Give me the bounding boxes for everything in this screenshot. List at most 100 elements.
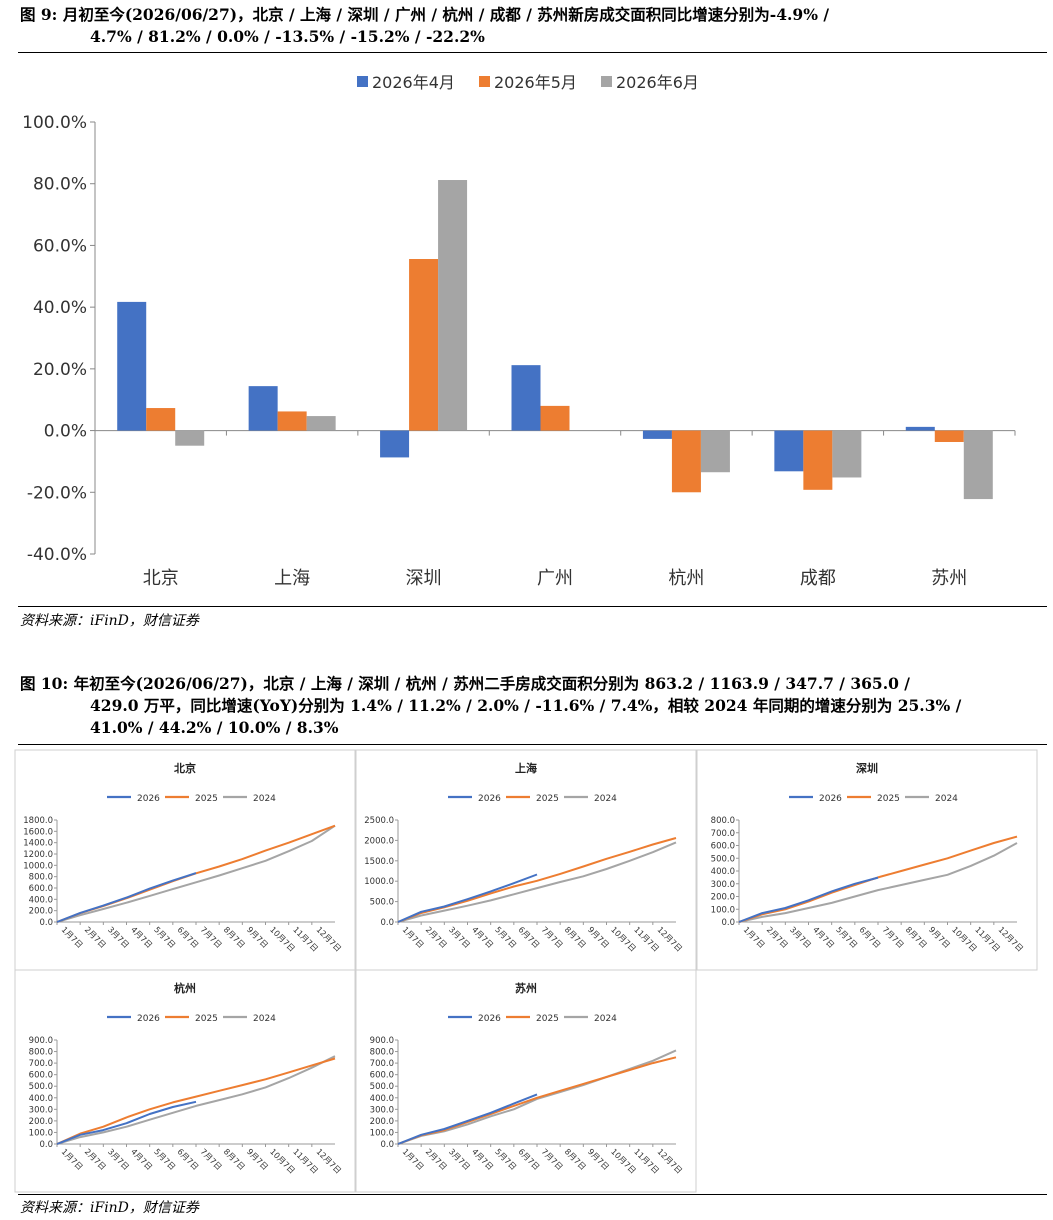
legend-label: 2026 xyxy=(137,794,160,804)
x-category-label: 北京 xyxy=(143,568,179,589)
figure10-caption-line1: 年初至今(2026/06/27)，北京 / 上海 / 深圳 / 杭州 / 苏州二… xyxy=(73,674,910,693)
panel-frame xyxy=(14,969,356,1193)
y-tick-label: 300.0 xyxy=(711,880,735,890)
legend-label: 2026年4月 xyxy=(372,73,455,92)
figure9-source: 资料来源：iFinD，财信证券 xyxy=(20,613,199,629)
y-tick-label: 800.0 xyxy=(29,873,53,883)
y-tick-label: 0.0 xyxy=(380,918,394,928)
bar-2026年4月 xyxy=(905,426,935,431)
y-tick-label: 1000.0 xyxy=(23,861,53,871)
y-tick-label: 100.0% xyxy=(22,113,87,133)
y-tick-label: 300.0 xyxy=(370,1105,394,1115)
panel-title: 上海 xyxy=(515,761,537,775)
x-category-label: 成都 xyxy=(800,568,836,589)
x-category-label: 上海 xyxy=(274,568,310,589)
bar-2026年6月 xyxy=(306,416,336,431)
y-tick-label: 600.0 xyxy=(711,842,735,852)
series-line-2026 xyxy=(56,1100,197,1145)
y-tick-label: 80.0% xyxy=(33,175,87,195)
legend-label: 2024 xyxy=(594,1014,617,1024)
y-tick-label: 800.0 xyxy=(29,1048,53,1058)
legend-label: 2025 xyxy=(877,794,900,804)
x-category-label: 苏州 xyxy=(931,568,967,589)
y-tick-label: 500.0 xyxy=(370,898,394,908)
y-tick-label: 1800.0 xyxy=(23,816,53,826)
bar-2026年6月 xyxy=(700,430,730,473)
panel-title: 北京 xyxy=(174,761,196,775)
figure10-caption-line2: 429.0 万平，同比增速(YoY)分别为 1.4% / 11.2% / 2.0… xyxy=(90,696,962,715)
legend-label: 2024 xyxy=(935,794,958,804)
y-tick-label: 500.0 xyxy=(711,854,735,864)
bar-2026年6月 xyxy=(438,180,468,431)
panel-title: 杭州 xyxy=(174,981,196,995)
y-tick-label: 60.0% xyxy=(33,236,87,256)
bar-2026年4月 xyxy=(511,365,541,431)
y-tick-label: 500.0 xyxy=(29,1082,53,1092)
y-tick-label: 100.0 xyxy=(711,905,735,915)
bar-2026年4月 xyxy=(774,430,804,472)
figure9-bar-chart: -40.0% -20.0% 0.0% 20.0% 40.0% 60.0% 80.0% 100.… xyxy=(22,73,1016,589)
series-line-2026 xyxy=(397,1093,538,1145)
y-tick-label: 1200.0 xyxy=(23,850,53,860)
y-tick-label: 0.0% xyxy=(44,422,87,442)
bar-2026年4月 xyxy=(248,386,278,431)
figure10-caption-line3: 41.0% / 44.2% / 10.0% / 8.3% xyxy=(90,718,339,737)
y-tick-label: 400.0 xyxy=(29,895,53,905)
y-tick-label: 700.0 xyxy=(370,1059,394,1069)
figure9-top-rule xyxy=(18,52,1047,53)
x-category-label: 深圳 xyxy=(406,568,442,589)
figure9-caption-line1: 月初至今(2026/06/27)，北京 / 上海 / 深圳 / 广州 / 杭州 … xyxy=(62,5,829,24)
series-line-2024 xyxy=(397,841,677,923)
figure9-caption: 图 9: 月初至今(2026/06/27)，北京 / 上海 / 深圳 / 广州 … xyxy=(20,4,1035,48)
y-tick-label: -20.0% xyxy=(27,483,87,503)
legend-swatch xyxy=(479,76,490,87)
y-tick-label: 2000.0 xyxy=(364,836,394,846)
y-tick-label: 200.0 xyxy=(29,907,53,917)
legend-label: 2025 xyxy=(195,794,218,804)
bar-2026年6月 xyxy=(963,430,993,500)
line-panel-上海: 上海 2026 2025 2024 0.0 500.0 1000.0 1500.0 2000.0… xyxy=(355,749,697,971)
bar-2026年5月 xyxy=(934,430,964,442)
figure10-source: 资料来源：iFinD，财信证券 xyxy=(20,1200,199,1216)
legend-label: 2024 xyxy=(594,794,617,804)
y-tick-label: 600.0 xyxy=(29,1071,53,1081)
series-line-2025 xyxy=(397,1056,677,1145)
bar-2026年6月 xyxy=(832,430,862,478)
y-tick-label: 700.0 xyxy=(29,1059,53,1069)
y-tick-label: 300.0 xyxy=(29,1105,53,1115)
x-category-label: 广州 xyxy=(537,568,573,589)
panel-frame xyxy=(355,969,697,1193)
y-tick-label: 1600.0 xyxy=(23,827,53,837)
y-tick-label: 900.0 xyxy=(29,1036,53,1046)
series-line-2025 xyxy=(738,835,1018,923)
y-tick-label: 40.0% xyxy=(33,298,87,318)
y-tick-label: 700.0 xyxy=(711,829,735,839)
y-tick-label: 0.0 xyxy=(39,918,53,928)
series-line-2024 xyxy=(738,842,1018,923)
legend-label: 2026 xyxy=(137,1014,160,1024)
series-line-2024 xyxy=(56,824,336,923)
legend-swatch xyxy=(601,76,612,87)
legend-label: 2025 xyxy=(536,794,559,804)
y-tick-label: 600.0 xyxy=(29,884,53,894)
bar-2026年4月 xyxy=(642,430,672,439)
legend-label: 2026年6月 xyxy=(616,73,699,92)
y-tick-label: 400.0 xyxy=(29,1094,53,1104)
legend-label: 2025 xyxy=(536,1014,559,1024)
panel-frame xyxy=(14,749,356,971)
figure10-top-rule xyxy=(18,744,1047,745)
legend-swatch xyxy=(357,76,368,87)
y-tick-label: 0.0 xyxy=(39,1140,53,1150)
y-tick-label: 800.0 xyxy=(370,1048,394,1058)
panel-title: 深圳 xyxy=(856,761,878,775)
series-line-2026 xyxy=(397,873,538,923)
bar-2026年5月 xyxy=(146,408,176,431)
figure9-bottom-rule xyxy=(18,606,1047,607)
y-tick-label: 100.0 xyxy=(29,1128,53,1138)
y-tick-label: 400.0 xyxy=(370,1094,394,1104)
bar-2026年4月 xyxy=(117,301,147,431)
figure10-caption: 图 10: 年初至今(2026/06/27)，北京 / 上海 / 深圳 / 杭州… xyxy=(20,673,1035,739)
